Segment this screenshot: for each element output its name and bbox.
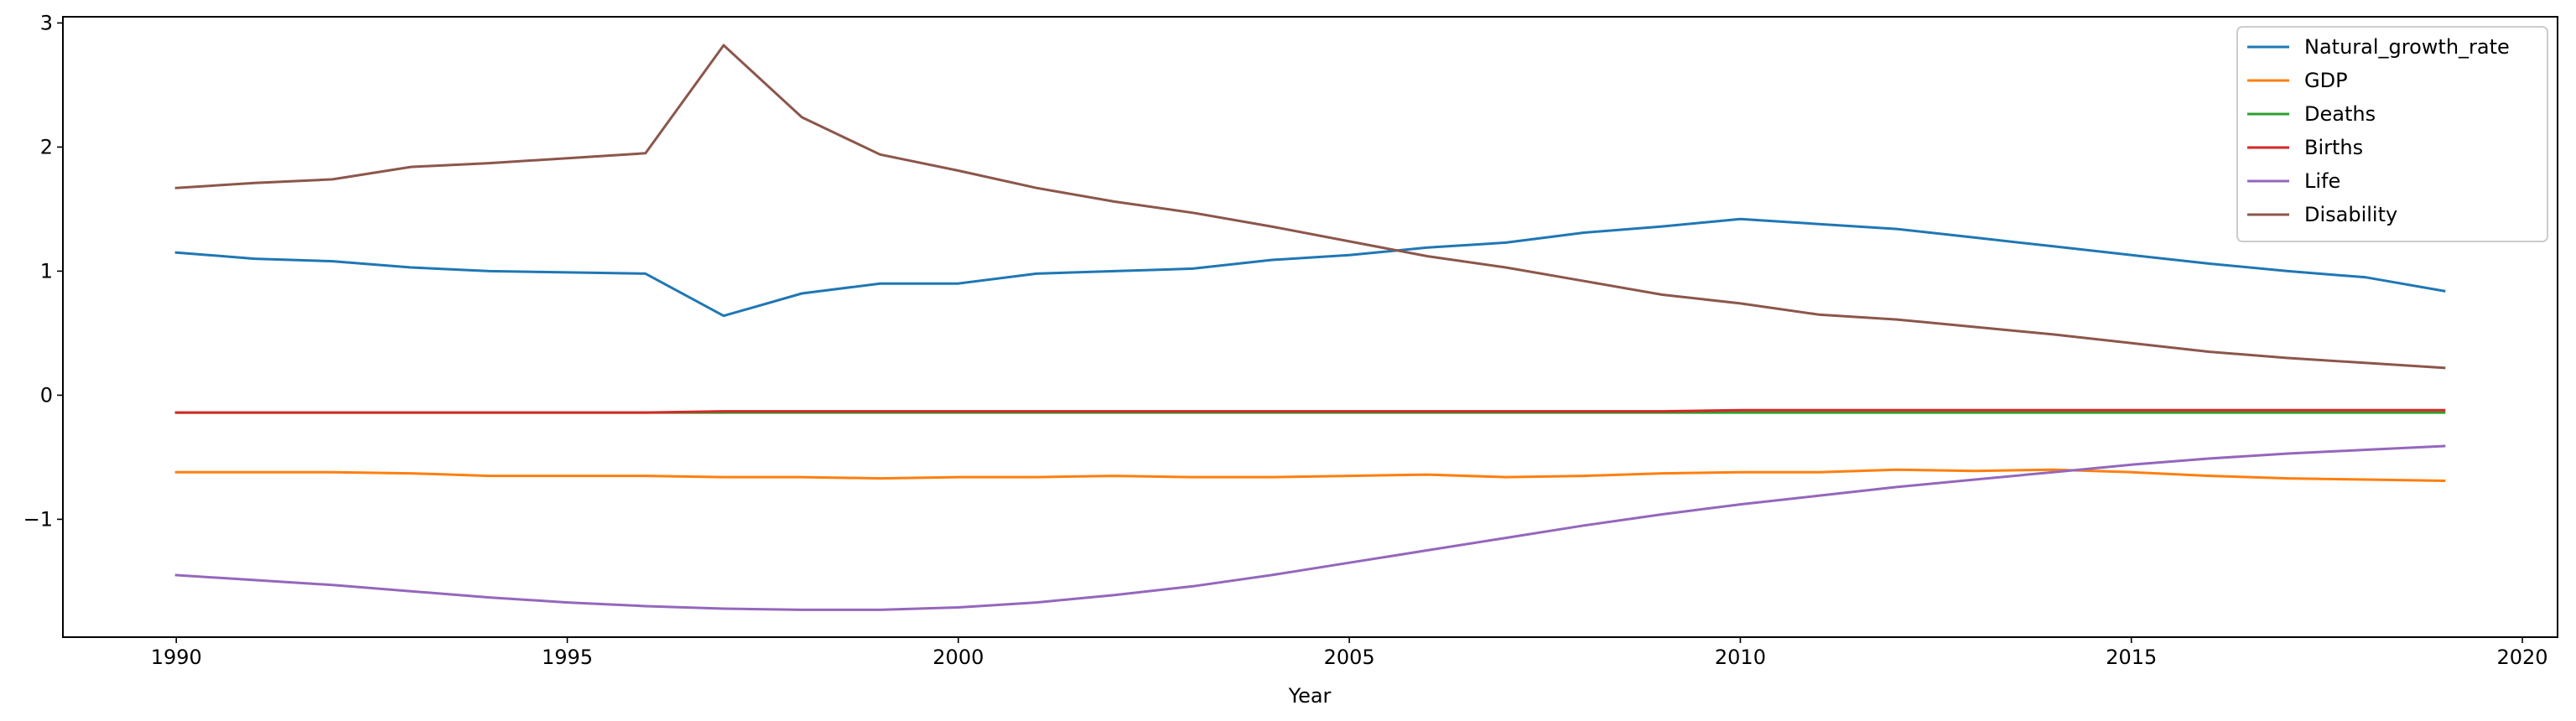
legend-label: Deaths: [2304, 102, 2376, 126]
legend-label: Disability: [2304, 203, 2397, 226]
series-line-life: [174, 444, 2446, 611]
legend-label: GDP: [2304, 69, 2348, 92]
x-tick-label: 2020: [2496, 646, 2547, 669]
legend-box: [2236, 26, 2548, 242]
x-tick-label: 2010: [1715, 646, 1766, 669]
x-tick-label: 2005: [1324, 646, 1375, 669]
legend-label: Natural_growth_rate: [2304, 35, 2510, 59]
y-tick-label: 2: [40, 135, 53, 158]
plot-frame: [62, 16, 2558, 638]
series-lines: [174, 44, 2446, 611]
x-tick-label: 1990: [151, 646, 202, 669]
legend: Natural_growth_rate GDP Deaths Births Life Di…: [2236, 26, 2548, 242]
series-line-disability: [174, 44, 2446, 370]
series-line-births: [174, 408, 2446, 414]
y-tick-label: −1: [23, 507, 53, 531]
x-tick-label: 2015: [2106, 646, 2157, 669]
y-tick-label: 1: [40, 259, 53, 283]
y-axis: −1 0 1 2 3: [23, 11, 63, 531]
series-line-natural-growth-rate: [174, 217, 2446, 318]
legend-label: Life: [2304, 169, 2340, 193]
series-line-gdp: [174, 468, 2446, 483]
y-tick-label: 3: [40, 11, 53, 34]
x-tick-label: 1995: [542, 646, 593, 669]
x-axis-title: Year: [1288, 684, 1332, 708]
x-tick-label: 2000: [932, 646, 984, 669]
y-tick-label: 0: [40, 383, 53, 407]
legend-label: Births: [2304, 136, 2363, 159]
x-axis: 1990 1995 2000 2005 2010 2015 2020: [151, 637, 2548, 669]
